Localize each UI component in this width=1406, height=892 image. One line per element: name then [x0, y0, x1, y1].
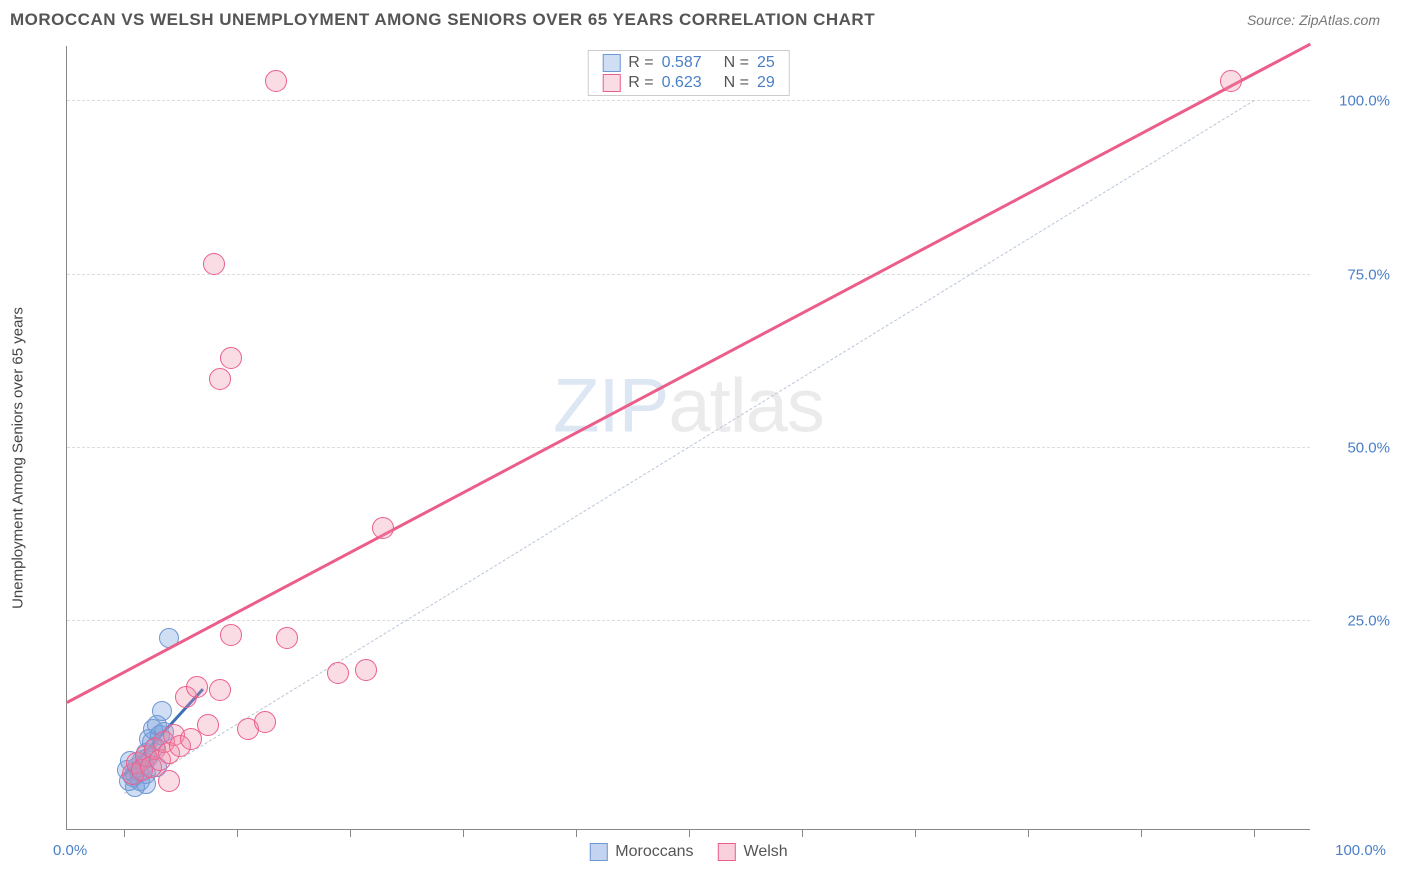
data-point	[197, 714, 219, 736]
x-tick	[124, 829, 125, 837]
data-point	[203, 253, 225, 275]
data-point	[209, 368, 231, 390]
gridline	[67, 620, 1310, 621]
header: MOROCCAN VS WELSH UNEMPLOYMENT AMONG SEN…	[0, 0, 1406, 34]
gridline	[67, 100, 1310, 101]
correlation-legend: R = 0.587N = 25R = 0.623N = 29	[587, 50, 790, 96]
data-point	[254, 711, 276, 733]
legend-item: Welsh	[718, 843, 788, 861]
y-tick-label: 50.0%	[1320, 439, 1390, 456]
watermark: ZIPatlas	[553, 363, 824, 450]
x-tick	[1141, 829, 1142, 837]
data-point	[209, 679, 231, 701]
x-axis-max-label: 100.0%	[1335, 842, 1386, 859]
x-tick	[915, 829, 916, 837]
legend-row: R = 0.587N = 25	[588, 53, 789, 73]
x-tick	[689, 829, 690, 837]
data-point	[265, 70, 287, 92]
x-tick	[350, 829, 351, 837]
chart-container: Unemployment Among Seniors over 65 years…	[44, 46, 1396, 870]
y-tick-label: 25.0%	[1320, 613, 1390, 630]
data-point	[220, 347, 242, 369]
y-tick-label: 100.0%	[1320, 93, 1390, 110]
data-point	[355, 659, 377, 681]
legend-swatch	[602, 54, 620, 72]
x-tick	[237, 829, 238, 837]
trend-line	[66, 43, 1310, 704]
chart-title: MOROCCAN VS WELSH UNEMPLOYMENT AMONG SEN…	[10, 10, 875, 30]
x-tick	[1254, 829, 1255, 837]
data-point	[1220, 70, 1242, 92]
legend-item: Moroccans	[589, 843, 693, 861]
y-tick-label: 75.0%	[1320, 266, 1390, 283]
source-attribution: Source: ZipAtlas.com	[1247, 12, 1380, 28]
data-point	[372, 517, 394, 539]
x-tick	[1028, 829, 1029, 837]
data-point	[158, 770, 180, 792]
data-point	[186, 676, 208, 698]
data-point	[220, 624, 242, 646]
legend-row: R = 0.623N = 29	[588, 73, 789, 93]
series-legend: Moroccans Welsh	[589, 843, 787, 861]
data-point	[152, 701, 172, 721]
y-axis-label: Unemployment Among Seniors over 65 years	[10, 307, 27, 609]
plot-area: ZIPatlas R = 0.587N = 25R = 0.623N = 29 …	[66, 46, 1310, 830]
data-point	[327, 662, 349, 684]
x-axis-min-label: 0.0%	[53, 842, 87, 859]
x-tick	[802, 829, 803, 837]
x-tick	[576, 829, 577, 837]
legend-swatch	[589, 843, 607, 861]
x-tick	[463, 829, 464, 837]
legend-swatch	[718, 843, 736, 861]
gridline	[67, 274, 1310, 275]
legend-swatch	[602, 74, 620, 92]
data-point	[276, 627, 298, 649]
